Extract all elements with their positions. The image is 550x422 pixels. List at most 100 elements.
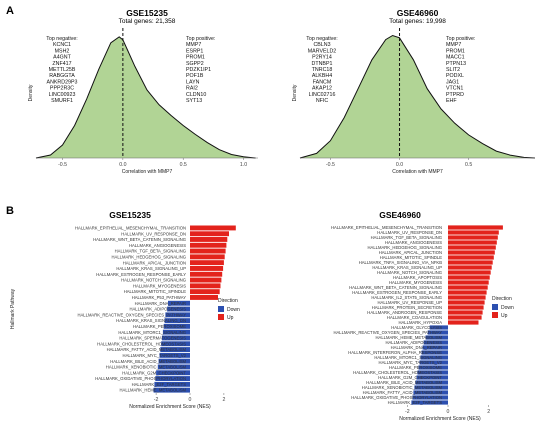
bar-up (448, 235, 498, 240)
top-negative-heading: Top negative: (46, 36, 78, 42)
bar-up (190, 260, 224, 266)
legend-title: Direction (218, 298, 238, 304)
x-axis-label: Normalized Enrichment Score (NES) (129, 404, 211, 410)
bar-down (162, 329, 190, 335)
legend-label-up: Up (501, 313, 508, 319)
x-tick-label: 0.0 (119, 162, 126, 168)
bar-up (448, 295, 486, 300)
pathway-label: HALLMARK_REACTIVE_OXYGEN_SPECIES_PATHWAY (77, 312, 186, 317)
legend-label-up: Up (227, 315, 234, 321)
pathway-label: HALLMARK_G2M_CHECKPOINT (122, 370, 186, 375)
bar-down (419, 360, 448, 365)
pathway-label: HALLMARK_E2F_TARGETS (388, 400, 443, 405)
bar-down (421, 350, 448, 355)
pathway-label: HALLMARK_UV_RESPONSE_UP (378, 300, 443, 305)
density-area (36, 36, 256, 158)
top-negative-gene: FANCM (313, 79, 332, 85)
pathway-label: HALLMARK_PROTEIN_SECRETION (372, 305, 442, 310)
pathway-label: HALLMARK_ANDROGEN_RESPONSE (367, 310, 442, 315)
pathway-label: HALLMARK_MTORC1_SIGNALING (118, 330, 186, 335)
bar-up (190, 283, 221, 289)
density-line (35, 36, 256, 159)
chart-title: GSE15235 (109, 210, 151, 220)
x-tick-label: 2 (487, 409, 490, 415)
top-negative-gene: KCNC1 (53, 42, 71, 48)
top-negative-gene: P2RY14 (312, 55, 332, 61)
bar-down (414, 385, 448, 390)
pathway-label: HALLMARK_UV_RESPONSE_DN (377, 230, 442, 235)
y-axis-label: Density (28, 84, 34, 101)
bar-up (448, 320, 479, 325)
bar-down (168, 300, 190, 306)
pathway-label: HALLMARK_OXIDATIVE_PHOSPHORYLATION (351, 395, 442, 400)
pathway-label: HALLMARK_MYOGENESIS (389, 280, 442, 285)
bar-up (448, 275, 490, 280)
bar-down (156, 370, 190, 376)
pathway-label: HALLMARK_MITOTIC_SPINDLE (380, 255, 442, 260)
bar-up (448, 300, 485, 305)
top-positive-gene: PROM1 (446, 48, 465, 54)
x-tick-label: 1.0 (240, 162, 247, 168)
top-positive-gene: MACC1 (446, 55, 465, 61)
pathway-label: HALLMARK_HEDGEHOG_SIGNALING (368, 245, 442, 250)
bar-up (190, 231, 229, 237)
pathway-label: HALLMARK_SPERMATOGENESIS (119, 336, 186, 341)
pathway-label: HALLMARK_PEROXISOME (133, 324, 186, 329)
pathway-label: HALLMARK_FATTY_ACID_METABOLISM (363, 390, 443, 395)
bar-down (155, 376, 190, 381)
pathway-label: HALLMARK_BILE_ACID_METABOLISM (366, 380, 442, 385)
pathway-label: HALLMARK_HEME_METABOLISM (376, 335, 443, 340)
top-positive-gene: PDZK1IP1 (186, 67, 211, 73)
x-tick-label: 0 (189, 397, 192, 403)
bar-down (158, 358, 190, 364)
pathway-label: HALLMARK_BILE_ACID_METABOLISM (110, 359, 186, 364)
x-axis-label: Correlation with MMP7 (122, 169, 173, 175)
pathway-label: HALLMARK_ADIPOGENESIS (129, 307, 186, 312)
bar-down (415, 380, 448, 385)
bar-up (190, 254, 225, 260)
panel-letter-a: A (6, 5, 14, 17)
bar-down (154, 381, 190, 387)
top-positive-gene: SLIT2 (446, 67, 460, 73)
pathway-label: HALLMARK_XENOBIOTIC_METABOLISM (362, 385, 443, 390)
top-positive-gene: RAI2 (186, 86, 198, 92)
pathway-label: HALLMARK_P53_PATHWAY (132, 295, 187, 300)
legend-title: Direction (492, 296, 512, 302)
top-positive-gene: SGPP2 (186, 61, 204, 67)
top-negative-heading: Top negative: (306, 36, 338, 42)
pathway-label: HALLMARK_NOTCH_SIGNALING (121, 278, 186, 283)
top-positive-gene: ESRP1 (186, 48, 203, 54)
bar-down (422, 345, 448, 350)
panel-letter-b: B (6, 205, 14, 217)
pathway-label: HALLMARK_UV_RESPONSE_DN (121, 231, 186, 236)
bar-up (190, 277, 222, 283)
top-positive-gene: PROM1 (186, 55, 205, 61)
pathway-label: HALLMARK_CHOLESTEROL_HOMEOSTASIS (97, 341, 186, 346)
pathway-label: HALLMARK_FATTY_ACID_METABOLISM (107, 347, 187, 352)
bar-up (190, 242, 227, 248)
bar-down (161, 341, 190, 347)
bar-up (448, 290, 487, 295)
bar-up (448, 225, 503, 230)
pathway-label: HALLMARK_NOTCH_SIGNALING (377, 270, 442, 275)
pathway-label: HALLMARK_MYOGENESIS (133, 283, 186, 288)
bar-up (190, 271, 223, 277)
bar-down (411, 400, 448, 405)
legend-swatch-down (492, 304, 498, 310)
pathway-label: HALLMARK_G2M_CHECKPOINT (378, 375, 442, 380)
top-negative-gene: ALKBH4 (312, 73, 332, 79)
top-positive-gene: MMP7 (186, 42, 201, 48)
pathway-label: HALLMARK_MTORC1_SIGNALING (374, 355, 442, 360)
bar-down (423, 340, 448, 345)
chart-title: GSE15235 (126, 8, 168, 18)
pathway-label: HALLMARK_CHOLESTEROL_HOMEOSTASIS (353, 370, 442, 375)
top-positive-gene: JAG1 (446, 79, 459, 85)
x-tick-label: -0.5 (58, 162, 67, 168)
pathway-label: HALLMARK_E2F_TARGETS (132, 382, 187, 387)
bar-up (448, 305, 484, 310)
pathway-label: HALLMARK_MITOTIC_SPINDLE (124, 289, 186, 294)
bar-up (190, 237, 228, 242)
